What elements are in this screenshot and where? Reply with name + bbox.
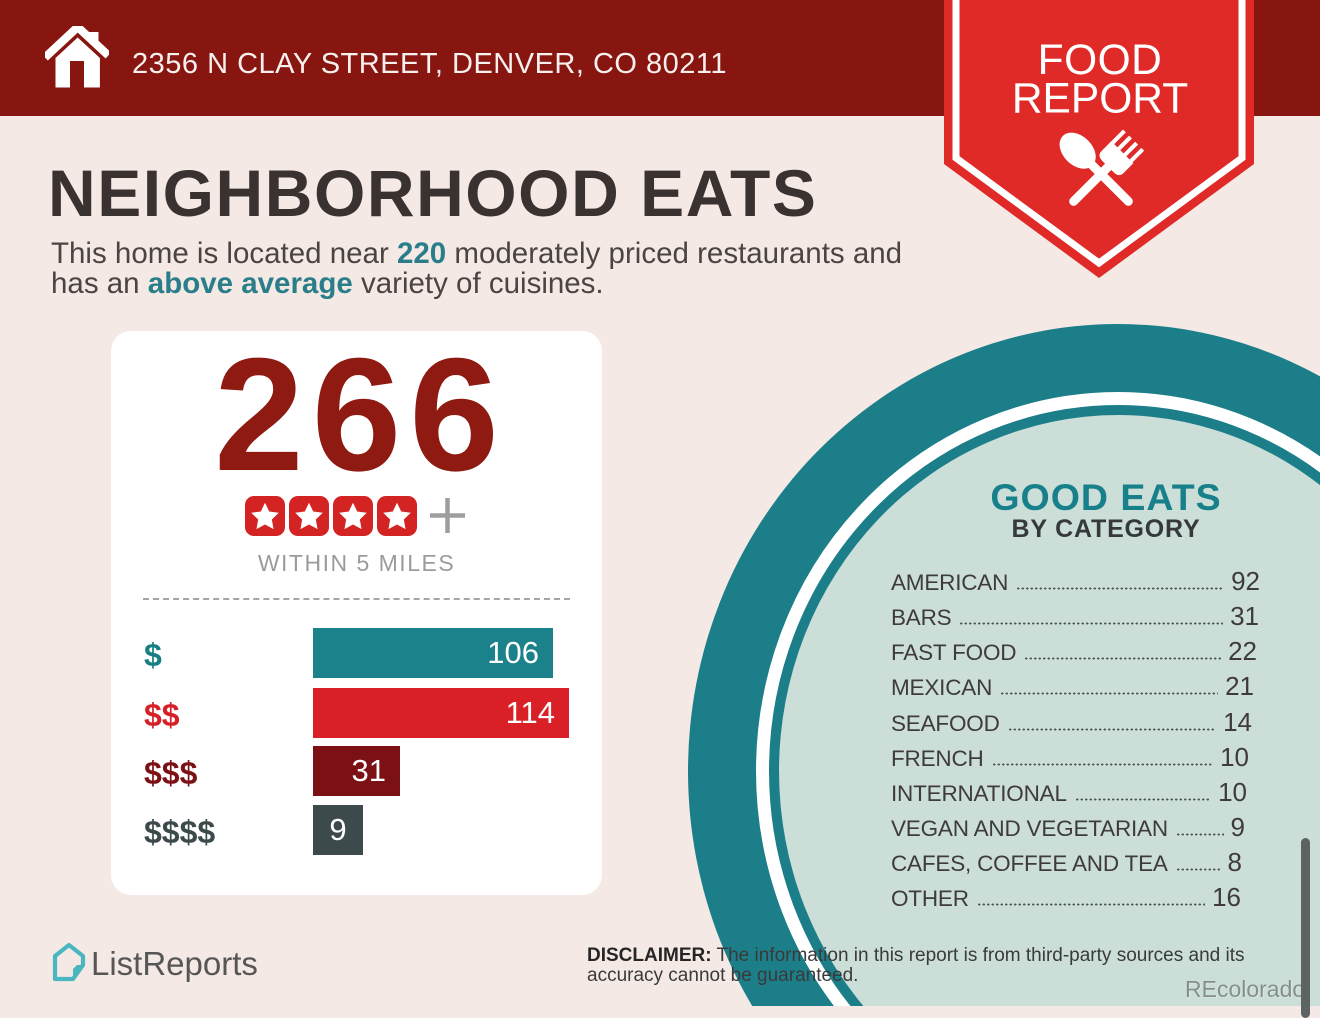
svg-text:REPORT: REPORT <box>1012 76 1188 123</box>
